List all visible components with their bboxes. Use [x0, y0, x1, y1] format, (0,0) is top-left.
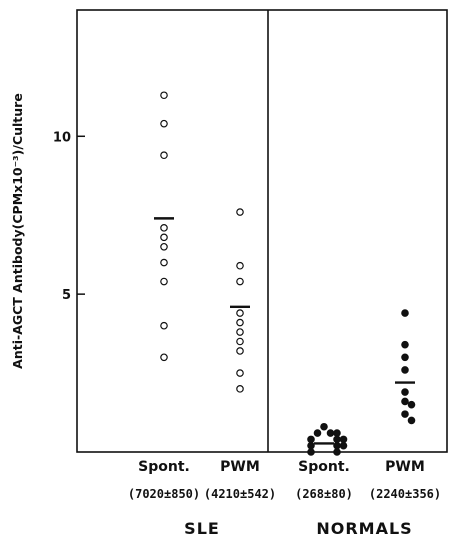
category-label: PWM — [220, 459, 260, 475]
data-point-0-2 — [160, 151, 168, 160]
data-point-0-3 — [160, 224, 168, 232]
data-point-0-9 — [160, 353, 168, 362]
data-point-0-0 — [160, 91, 168, 100]
stat-label: (2240±356) — [369, 487, 441, 501]
data-point-2-10 — [333, 448, 341, 456]
stat-label: (7020±850) — [128, 487, 200, 501]
group-label: SLE — [184, 519, 220, 538]
data-point-3-3 — [401, 366, 409, 374]
y-tick-label: 10 — [53, 130, 71, 145]
data-point-3-6 — [407, 400, 416, 409]
y-axis: 5 10 Anti-AGCT Antibody(CPMx10⁻³)/Culture — [10, 93, 85, 369]
data-point-0-7 — [160, 277, 168, 286]
data-point-0-8 — [160, 321, 168, 330]
category-labels: Spont. PWM Spont. PWM (7020±850) (4210±542) (2… — [128, 459, 441, 538]
y-tick-label: 5 — [62, 288, 71, 303]
data-point-3-4 — [401, 388, 409, 396]
group-label: NORMALS — [316, 519, 412, 538]
data-point-2-11 — [307, 448, 315, 456]
data-point-2-8 — [307, 441, 315, 450]
data-point-2-9 — [339, 441, 348, 450]
data-point-1-8 — [236, 369, 244, 377]
data-point-1-0 — [236, 208, 244, 216]
data-point-2-3 — [333, 429, 341, 437]
data-point-2-2 — [313, 429, 322, 437]
category-label: PWM — [385, 459, 425, 475]
data-point-0-6 — [160, 258, 168, 267]
data-point-2-1 — [326, 429, 335, 437]
plot-border — [76, 9, 448, 453]
data-point-3-8 — [407, 416, 416, 425]
plot-frame — [76, 9, 448, 453]
data-point-2-6 — [339, 435, 348, 444]
data-point-1-1 — [236, 261, 244, 270]
data-point-2-5 — [307, 435, 315, 444]
data-marks — [154, 91, 416, 456]
data-point-1-3 — [236, 309, 244, 317]
stat-label: (268±80) — [295, 487, 353, 501]
data-point-1-7 — [236, 347, 244, 355]
data-point-3-0 — [401, 309, 409, 317]
data-point-1-4 — [236, 318, 244, 327]
data-point-3-5 — [401, 397, 409, 406]
data-point-3-1 — [401, 340, 409, 349]
data-point-2-4 — [333, 435, 341, 444]
data-point-1-5 — [236, 328, 244, 336]
data-point-2-0 — [320, 422, 328, 431]
data-point-0-4 — [160, 233, 168, 242]
data-point-1-2 — [236, 277, 244, 286]
y-axis-label: Anti-AGCT Antibody(CPMx10⁻³)/Culture — [10, 93, 25, 369]
data-point-0-5 — [160, 242, 168, 251]
data-point-1-9 — [236, 385, 244, 393]
data-point-1-6 — [236, 337, 244, 346]
stat-label: (4210±542) — [204, 487, 276, 501]
category-label: Spont. — [298, 459, 350, 475]
data-point-2-7 — [333, 441, 341, 450]
data-point-3-2 — [401, 353, 409, 362]
category-label: Spont. — [138, 459, 190, 475]
data-point-3-7 — [401, 410, 409, 418]
data-point-0-1 — [160, 119, 168, 128]
